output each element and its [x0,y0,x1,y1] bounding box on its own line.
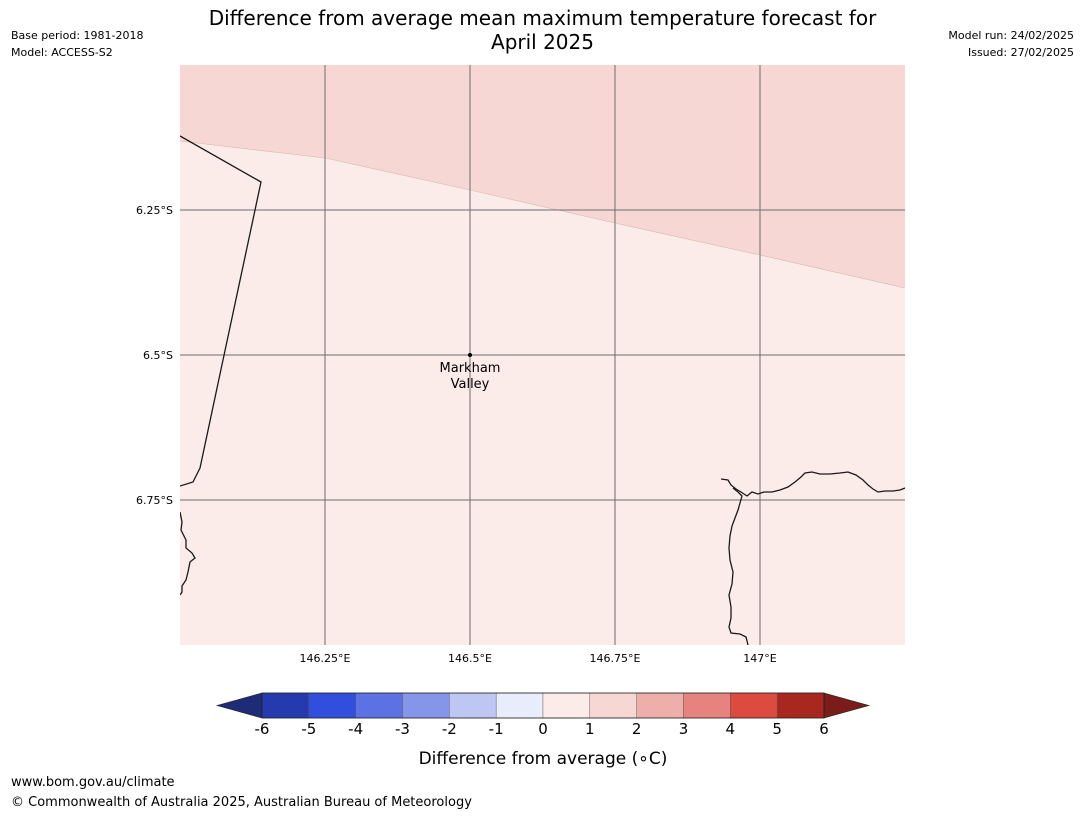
colorbar-swatch [776,692,825,719]
run-info: Model run: 24/02/2025 Issued: 27/02/2025 [948,27,1074,61]
colorbar-over-arrow [823,692,871,719]
colorbar-tick-label: -4 [348,720,363,738]
chart-title: Difference from average mean maximum tem… [170,6,915,54]
colorbar-swatch [542,692,591,719]
coastline [180,135,905,645]
colorbar-tick-label: 2 [632,720,642,738]
colorbar-tick-label: -5 [301,720,316,738]
colorbar-tick-label: 0 [538,720,548,738]
location-label-line-1: Markham [440,361,501,376]
forecast-info: Base period: 1981-2018 Model: ACCESS-S2 [11,27,143,61]
colorbar: -6 -5 -4 -3 -2 -1 0 1 2 3 4 5 6 [215,692,871,738]
anomaly-region-1-to-2 [180,65,905,288]
colorbar-tick-label: 4 [726,720,736,738]
latitude-tick-label: 6.5°S [143,349,173,362]
colorbar-tick-label: -1 [489,720,504,738]
title-line-2: April 2025 [491,30,594,54]
location-marker [468,353,472,357]
colorbar-tick-label: 6 [819,720,829,738]
model-text: Model: ACCESS-S2 [11,46,113,59]
colorbar-swatch [589,692,637,719]
colorbar-swatch [355,692,403,719]
colorbar-tick-label: 3 [679,720,689,738]
longitude-tick-label: 146.25°E [300,652,351,665]
latitude-labels: 6.25°S 6.5°S 6.75°S [136,204,173,507]
coastline-segment [720,471,905,497]
colorbar-under-arrow [215,692,263,719]
colorbar-tick-label: -3 [395,720,410,738]
colorbar-swatch [308,692,356,719]
longitude-tick-label: 147°E [743,652,776,665]
colorbar-tick-label: -6 [255,720,270,738]
model-run-text: Model run: 24/02/2025 [948,29,1074,42]
colorbar-swatch [449,692,497,719]
contour-boundary [180,140,905,289]
latitude-tick-label: 6.75°S [136,494,173,507]
colorbar-frame [261,692,825,719]
colorbar-swatch [261,692,310,719]
colorbar-swatch [402,692,450,719]
latitude-tick-label: 6.25°S [136,204,173,217]
colorbar-swatch [683,692,731,719]
longitude-tick-label: 146.75°E [590,652,641,665]
coastline-segment [180,135,262,487]
colorbar-label: Difference from average (∘C) [419,749,668,769]
title-line-1: Difference from average mean maximum tem… [208,6,877,30]
issued-text: Issued: 27/02/2025 [967,46,1074,59]
colorbar-tick-label: 5 [772,720,782,738]
colorbar-tick-label: -2 [442,720,457,738]
location-label-line-2: Valley [451,377,490,392]
base-period-text: Base period: 1981-2018 [11,29,144,42]
colorbar-swatch [730,692,778,719]
coastline-segment [728,487,749,645]
colorbar-swatch [495,692,544,719]
longitude-tick-label: 146.5°E [448,652,492,665]
coastline-segment [180,511,196,596]
longitude-labels: 146.25°E 146.5°E 146.75°E 147°E [300,652,777,665]
footer-copyright: © Commonwealth of Australia 2025, Austra… [11,795,472,810]
colorbar-tick-label: 1 [585,720,595,738]
footer-url: www.bom.gov.au/climate [11,775,175,790]
graticule [180,65,905,645]
colorbar-swatch [636,692,684,719]
